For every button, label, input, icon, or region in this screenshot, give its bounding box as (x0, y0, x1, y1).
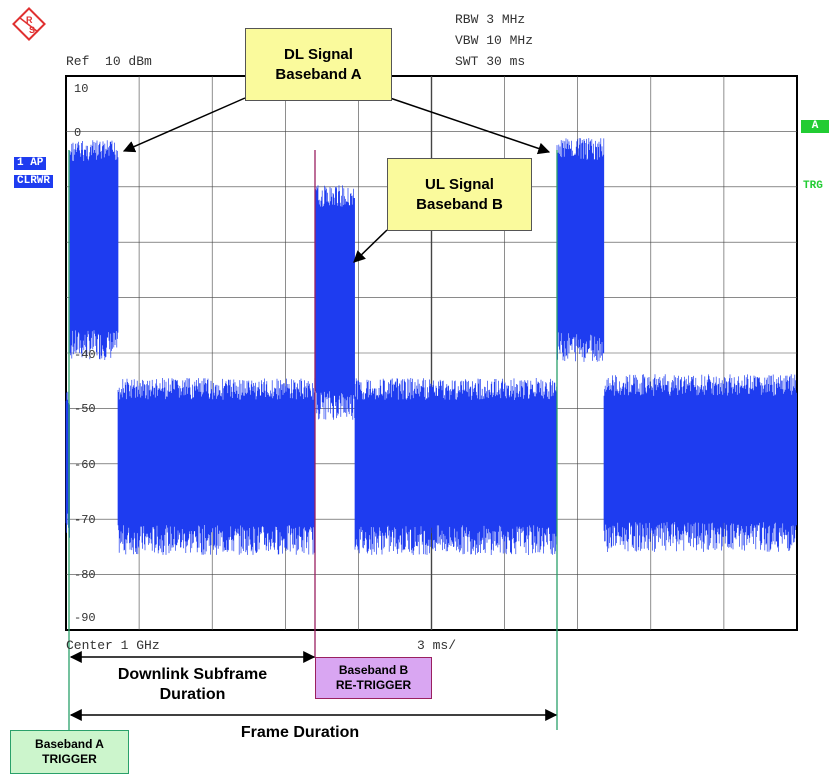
trace-detector-badge[interactable]: 1 AP (14, 157, 47, 170)
ref-label: Ref (66, 54, 90, 69)
baseband-a-trigger-box: Baseband A TRIGGER (10, 730, 129, 774)
y-tick-minus50: -50 (74, 402, 96, 416)
dl-signal-title: DL Signal (284, 45, 353, 63)
y-tick-minus60: -60 (74, 458, 96, 472)
y-tick-minus70: -70 (74, 513, 96, 527)
dl-arrow-right (389, 97, 551, 155)
rbw-label: RBW (455, 12, 479, 27)
trace-segment (556, 138, 605, 362)
ref-value: 10 dBm (105, 54, 152, 69)
y-tick-minus80: -80 (74, 568, 96, 582)
trigger-subtitle: TRIGGER (42, 752, 97, 766)
trace-segment (117, 378, 316, 555)
retrigger-subtitle: RE-TRIGGER (335, 678, 412, 692)
ref-level-readout: Ref 10 dBm (66, 54, 152, 69)
swt-value: 30 ms (486, 54, 526, 69)
retrigger-title: Baseband B (338, 663, 409, 677)
trigger-title: Baseband A (35, 737, 104, 751)
ul-signal-title: UL Signal (425, 175, 494, 193)
rohde-schwarz-logo-icon: R S (12, 7, 46, 41)
rbw-readout: RBW 3 MHz (455, 12, 525, 27)
dl-arrow-left (122, 97, 246, 153)
frame-duration-label: Frame Duration (240, 724, 360, 741)
trace-mode-badge[interactable]: CLRWR (14, 175, 54, 188)
trace-segment (314, 185, 355, 420)
swt-readout: SWT 30 ms (455, 54, 525, 69)
ul-signal-subtitle: Baseband B (416, 195, 503, 213)
trace-segment (69, 140, 119, 360)
dl-signal-callout: DL Signal Baseband A (245, 28, 392, 101)
trace-segment (603, 374, 797, 552)
svg-text:R: R (26, 15, 33, 25)
trigger-status-label: TRG (803, 180, 823, 192)
ul-signal-callout: UL Signal Baseband B (387, 158, 532, 231)
downlink-duration-label: Downlink Subframe Duration (100, 665, 285, 705)
downlink-duration-line1: Downlink Subframe (117, 666, 268, 683)
status-a-badge: A (801, 120, 829, 133)
svg-text:S: S (29, 25, 35, 35)
rbw-value: 3 MHz (486, 12, 526, 27)
span-per-division-readout: 3 ms/ (417, 638, 457, 653)
dl-signal-subtitle: Baseband A (275, 65, 362, 83)
y-tick-0: 0 (74, 126, 82, 140)
y-tick-10: 10 (74, 82, 89, 96)
y-tick-minus90: -90 (74, 611, 96, 625)
trace-segment (354, 378, 557, 555)
y-tick-minus40: -40 (74, 348, 96, 362)
ul-arrow (353, 229, 388, 263)
swt-label: SWT (455, 54, 479, 69)
vbw-readout: VBW 10 MHz (455, 33, 533, 48)
vbw-value: 10 MHz (486, 33, 534, 48)
downlink-duration-line2: Duration (159, 686, 226, 703)
vbw-label: VBW (455, 33, 479, 48)
center-frequency-readout: Center 1 GHz (66, 638, 160, 653)
baseband-b-retrigger-box: Baseband B RE-TRIGGER (315, 657, 432, 699)
